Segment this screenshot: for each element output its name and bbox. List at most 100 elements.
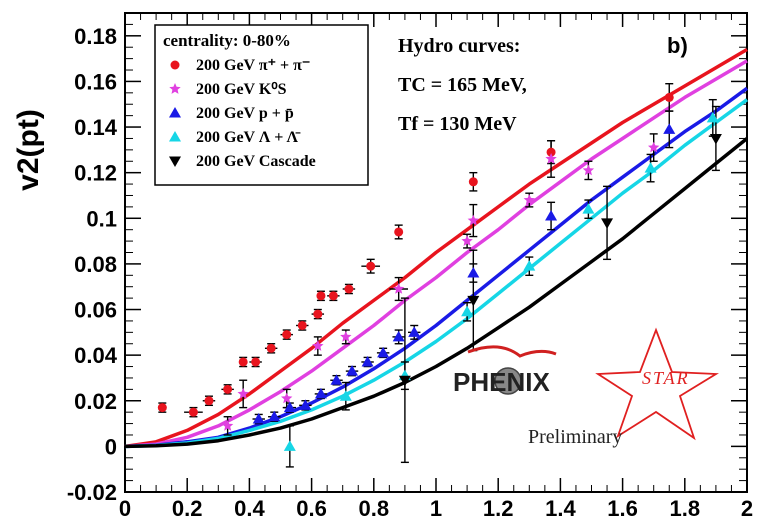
legend-label: 200 GeV Cascade <box>196 153 316 170</box>
y-tick-label: 0.1 <box>86 206 117 231</box>
data-point-kaon <box>221 419 234 431</box>
data-point-proton <box>377 346 390 358</box>
data-point-kaon <box>467 214 479 226</box>
data-point-pion <box>188 407 198 417</box>
data-point-proton <box>467 267 480 278</box>
x-tick-label: 0.4 <box>234 496 265 520</box>
data-point-kaon <box>340 330 352 342</box>
hydro-tc: TC = 165 MeV, <box>398 74 527 96</box>
hydro-tf: Tf = 130 MeV <box>398 113 517 135</box>
phenix-logo-text: PHENIX <box>453 367 550 397</box>
data-point-lambda <box>644 162 657 173</box>
data-point-kaon <box>461 235 473 246</box>
hydro-curve-cascade <box>124 137 749 449</box>
preliminary-label: Preliminary <box>528 426 622 448</box>
data-point-proton <box>299 399 312 410</box>
data-point-proton <box>361 355 374 367</box>
data-point-lambda <box>706 111 719 123</box>
x-tick-labels: 0 0.2 0.4 0.6 0.8 1 1.2 1.4 1.6 1.8 2 <box>119 496 753 520</box>
data-point-cascade <box>709 133 722 145</box>
data-point-pion <box>238 357 248 367</box>
data-point-kaon <box>523 194 535 205</box>
y-tick-label: 0.04 <box>74 343 118 368</box>
data-point-kaon <box>237 387 249 399</box>
data-point-pion <box>223 384 233 394</box>
data-point-cascade <box>467 295 480 307</box>
data-point-proton <box>346 365 359 376</box>
y-tick-label: 0.06 <box>74 298 117 323</box>
data-point-lambda <box>461 305 474 317</box>
data-point-pion <box>664 92 674 102</box>
legend-label: 200 GeV Λ + Λ̄ <box>196 129 301 146</box>
data-point-kaon <box>582 164 595 176</box>
data-point-pion <box>297 320 307 330</box>
data-point-lambda <box>523 260 536 271</box>
y-axis-title-text: v2(pt) <box>12 109 45 191</box>
y-tick-label: 0.18 <box>74 24 117 49</box>
x-tick-label: 1.4 <box>545 496 576 520</box>
axis-ticks <box>124 12 748 493</box>
data-point-cascade <box>601 218 614 229</box>
data-point-proton <box>314 387 327 399</box>
star-outline-icon <box>595 327 719 441</box>
data-point-kaon <box>312 340 324 351</box>
y-tick-label: 0 <box>105 434 117 459</box>
hydro-curve-lambda <box>124 98 749 449</box>
star-logo-text: STAR <box>642 368 690 388</box>
data-point-pion <box>282 330 292 340</box>
hydro-curve-pion <box>124 47 748 449</box>
x-tick-label: 0.6 <box>296 496 327 520</box>
data-point-kaon <box>281 392 293 404</box>
data-point-proton <box>330 374 343 385</box>
y-tick-label: 0.14 <box>74 115 118 140</box>
data-point-pion <box>546 147 556 157</box>
legend-label: 200 GeV p + p̄ <box>196 105 294 122</box>
data-point-pion <box>313 309 323 319</box>
legend-marker-2 <box>169 107 181 118</box>
data-point-proton <box>663 123 676 134</box>
hydro-title: Hydro curves: <box>398 35 520 57</box>
phenix-logo: PHENIX <box>453 345 557 397</box>
y-tick-label: 0.08 <box>74 252 117 277</box>
hydro-annotation: Hydro curves: TC = 165 MeV, Tf = 130 MeV <box>398 35 527 135</box>
data-point-kaon <box>648 141 660 153</box>
x-tick-label: 1.6 <box>607 496 638 520</box>
data-point-kaon <box>393 283 405 294</box>
data-point-pion <box>344 284 354 294</box>
legend-label: 200 GeV K⁰S <box>196 81 287 98</box>
data-point-proton <box>408 326 421 337</box>
data-point-lambda <box>339 390 352 401</box>
data-point-proton <box>252 413 265 424</box>
x-tick-label: 1 <box>430 496 442 520</box>
legend-marker-3 <box>169 131 181 142</box>
x-tick-label: 0 <box>119 496 131 520</box>
legend-marker-0 <box>170 60 180 70</box>
y-tick-label: 0.12 <box>74 161 117 186</box>
y-tick-label: 0.16 <box>74 69 117 94</box>
data-markers <box>157 92 722 451</box>
y-tick-label: -0.02 <box>67 480 117 505</box>
x-tick-label: 0.8 <box>359 496 390 520</box>
data-point-proton <box>268 410 281 422</box>
hydro-curves <box>124 47 749 449</box>
data-point-cascade <box>398 375 411 387</box>
x-tick-label: 2 <box>741 496 753 520</box>
y-axis-title: v2(pt) <box>12 109 45 191</box>
legend-marker-4 <box>169 156 181 167</box>
legend-label: 200 GeV π⁺ + π⁻ <box>196 57 310 74</box>
phenix-ball-icon <box>494 367 522 395</box>
data-point-proton <box>283 401 296 413</box>
data-point-pion <box>251 357 261 367</box>
y-tick-label: 0.02 <box>74 389 117 414</box>
legend-entries: 200 GeV π⁺ + π⁻ 200 GeV K⁰S 200 GeV p + p̄… <box>169 57 316 170</box>
star-logo: STAR <box>595 327 719 441</box>
data-point-lambda <box>283 440 296 451</box>
x-tick-label: 1.8 <box>670 496 701 520</box>
data-point-pion <box>266 343 276 353</box>
x-tick-label: 0.2 <box>172 496 203 520</box>
data-point-pion <box>328 291 338 301</box>
panel-label: b) <box>667 33 688 58</box>
data-point-pion <box>157 403 167 413</box>
hydro-curve-kaon <box>124 59 748 449</box>
